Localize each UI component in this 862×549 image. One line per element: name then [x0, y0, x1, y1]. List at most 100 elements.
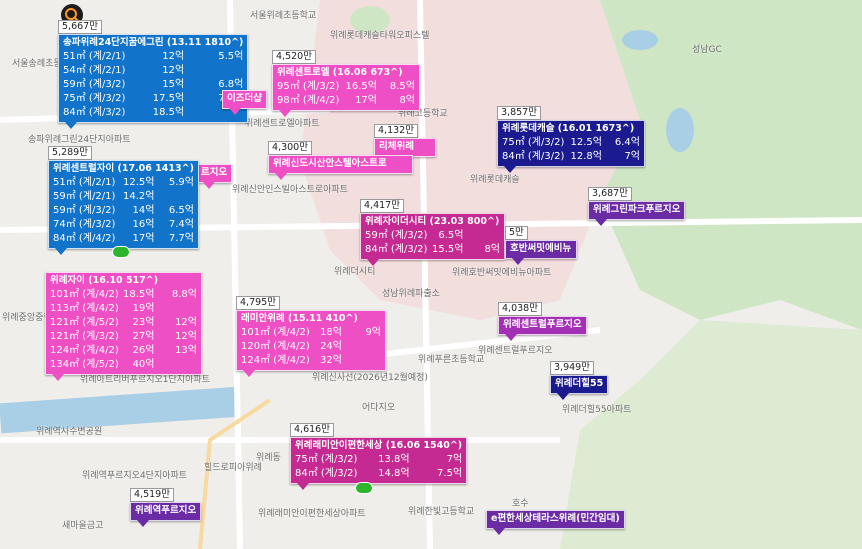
price-marker[interactable]: 4,132만 리체위례 — [374, 124, 436, 163]
price-cell: 12억 — [162, 51, 185, 62]
price-cell: 26억 — [132, 345, 155, 356]
price-row: 101㎡ (계/4/2) 18.5억 8.8억 — [50, 288, 197, 302]
place-label: 위례롯데캐슬 — [470, 175, 520, 185]
price-cell: 6.5억 — [438, 230, 464, 241]
place-label: 위례역푸르지오4단지아파트 — [82, 471, 188, 481]
price-cell: 101㎡ (계/4/2) — [241, 327, 310, 338]
price-row: 101㎡ (계/4/2) 18억 9억 — [241, 326, 381, 340]
listing-box: 위례역푸르지오 — [130, 502, 202, 527]
price-cell: 12억 — [175, 331, 197, 342]
listing-title: 송파위례24단지꿈에그린 (13.11 1810^) — [63, 37, 244, 48]
marker-tail — [229, 108, 241, 115]
price-cell: 54㎡ (계/2/1) — [63, 65, 126, 76]
price-cell: 12억 — [162, 65, 185, 76]
price-cell: 51㎡ (계/2/1) — [53, 177, 116, 188]
price-cell: 14.8억 — [378, 468, 410, 479]
price-marker[interactable]: 4,795만 래미안위례 (15.11 410^) 101㎡ (계/4/2) 18억 9… — [236, 296, 386, 377]
marker-tail — [557, 393, 569, 400]
listing-title: 위례센트럴푸르지오 — [503, 319, 582, 330]
price-cell: 18.5억 — [152, 107, 185, 118]
marker-tail — [493, 528, 505, 535]
place-label: 위례신안인스빌아스트로아파트 — [232, 185, 348, 195]
place-label: 새마을금고 — [62, 521, 104, 531]
price-marker[interactable]: 5,667만 송파위례24단지꿈에그린 (13.11 1810^) 51㎡ (계/2… — [58, 20, 249, 129]
place-label: 송파위례그린24단지아파트 — [28, 135, 131, 145]
price-label: 3,857만 — [497, 106, 541, 120]
price-cell: 18.5억 — [123, 289, 155, 300]
listing-box: 위례센트럴푸르지오 — [498, 316, 587, 341]
price-cell: 84㎡ (계/3/2) — [502, 151, 565, 162]
place-label: 위례롯데캐슬타워오피스텔 — [330, 31, 430, 41]
price-marker[interactable]: 4,038만 위례센트럴푸르지오 — [498, 302, 587, 341]
price-cell: 8.8억 — [171, 289, 197, 300]
price-marker[interactable]: 4,520만 위례센트로엘 (16.06 673^) 95㎡ (계/3/2) 16.5… — [272, 50, 420, 117]
price-cell: 17억 — [355, 95, 377, 106]
price-cell: 19억 — [132, 303, 155, 314]
listing-title: 위례신도시산안스텔아스트로 — [273, 158, 387, 169]
listing-box: 위례그린파크푸르지오 — [588, 201, 686, 226]
price-marker[interactable]: 위례자이 (16.10 517^) 101㎡ (계/4/2) 18.5억 8.8억 11… — [45, 260, 202, 381]
marker-tail — [275, 173, 287, 180]
price-label: 4,519만 — [130, 488, 174, 502]
price-row: 75㎡ (계/3/2) 13.8억 7억 — [295, 453, 462, 467]
price-row: 120㎡ (계/4/2) 24억 — [241, 340, 381, 354]
marker-tail — [203, 182, 215, 189]
price-marker[interactable]: 3,687만 위례그린파크푸르지오 — [588, 187, 686, 226]
price-row: 121㎡ (계/5/2) 23억 12억 — [50, 316, 197, 330]
price-marker[interactable]: 3,857만 위례롯데캐슬 (16.01 1673^) 75㎡ (계/3/2) 12.… — [497, 106, 645, 173]
price-row: 84㎡ (계/3/2) 18.5억 — [63, 106, 243, 120]
price-cell: 40억 — [132, 359, 155, 370]
price-marker[interactable]: 4,417만 위례자이더시티 (23.03 800^) 59㎡ (계/3/2) 6.5… — [360, 199, 505, 266]
price-row: 59㎡ (계/2/1) 14.2억 — [53, 190, 194, 204]
price-row: 51㎡ (계/2/1) 12.5억 5.9억 — [53, 176, 194, 190]
price-label: 4,132만 — [374, 124, 418, 138]
price-label: 5,667만 — [58, 20, 102, 34]
price-cell: 95㎡ (계/3/2) — [277, 81, 340, 92]
price-cell: 121㎡ (계/5/2) — [50, 317, 119, 328]
price-cell: 75㎡ (계/3/2) — [295, 454, 358, 465]
price-cell: 24억 — [320, 341, 342, 352]
place-label: 위례래미안이편한세상아파트 — [258, 509, 366, 519]
listing-title: e편한세상테라스위례(민간임대) — [491, 513, 620, 524]
price-row: 59㎡ (계/3/2) 6.5억 — [365, 229, 500, 243]
price-cell: 8.5억 — [389, 81, 415, 92]
price-cell: 120㎡ (계/4/2) — [241, 341, 310, 352]
listing-box: 위례센트로엘 (16.06 673^) 95㎡ (계/3/2) 16.5억 8.5억 9… — [272, 64, 420, 117]
price-cell: 15억 — [162, 79, 185, 90]
price-cell: 27억 — [132, 331, 155, 342]
listing-title: 호반써밋에비뉴 — [510, 243, 572, 254]
marker-tail — [297, 483, 309, 490]
marker-tail — [65, 122, 77, 129]
price-marker[interactable]: 4,519만 위례역푸르지오 — [130, 488, 202, 527]
price-row: 134㎡ (계/5/2) 40억 — [50, 358, 197, 372]
listing-box: 위례신도시산안스텔아스트로 — [268, 155, 413, 180]
place-label: 위례호반써밋에비뉴아파트 — [452, 268, 552, 278]
price-marker[interactable]: 4,616만 위례래미안이편한세상 (16.06 1540^) 75㎡ (계/3/2… — [290, 423, 468, 490]
price-label: 5만 — [505, 226, 528, 240]
place-label: 위례푸른초등학교 — [418, 355, 485, 365]
price-marker[interactable]: e편한세상테라스위례(민간임대) — [486, 498, 625, 535]
place-label: 성남GC — [692, 45, 722, 55]
place-label: 서울송례초등학교 — [12, 59, 79, 69]
price-label: 4,795만 — [236, 296, 280, 310]
price-marker[interactable]: 이즈더샵 — [222, 78, 267, 115]
price-cell: 121㎡ (계/3/2) — [50, 331, 119, 342]
price-row: 124㎡ (계/4/2) 32억 — [241, 354, 381, 368]
price-cell: 6.4억 — [614, 137, 640, 148]
price-row: 74㎡ (계/3/2) 16억 7.4억 — [53, 218, 194, 232]
price-row: 59㎡ (계/3/2) 15억 6.8억 — [63, 78, 243, 92]
listing-box: 위례자이 (16.10 517^) 101㎡ (계/4/2) 18.5억 8.8억 11… — [45, 272, 202, 381]
price-cell: 84㎡ (계/3/2) — [295, 468, 358, 479]
price-label: 4,300만 — [268, 141, 312, 155]
price-cell: 84㎡ (계/4/2) — [53, 233, 116, 244]
price-marker[interactable]: 르지오 — [196, 152, 233, 189]
price-marker[interactable]: 3,949만 위례더힐55 — [550, 361, 609, 400]
place-label: 힐드로피아위례 — [204, 463, 262, 473]
price-marker[interactable]: 5,289만 위례센트럴자이 (17.06 1413^) 51㎡ (계/2/1) 12… — [48, 146, 199, 255]
listing-title: 위례자이더시티 (23.03 800^) — [365, 216, 500, 227]
price-row: 84㎡ (계/3/2) 14.8억 7.5억 — [295, 467, 462, 481]
price-cell: 7억 — [624, 151, 640, 162]
marker-tail — [504, 166, 516, 173]
